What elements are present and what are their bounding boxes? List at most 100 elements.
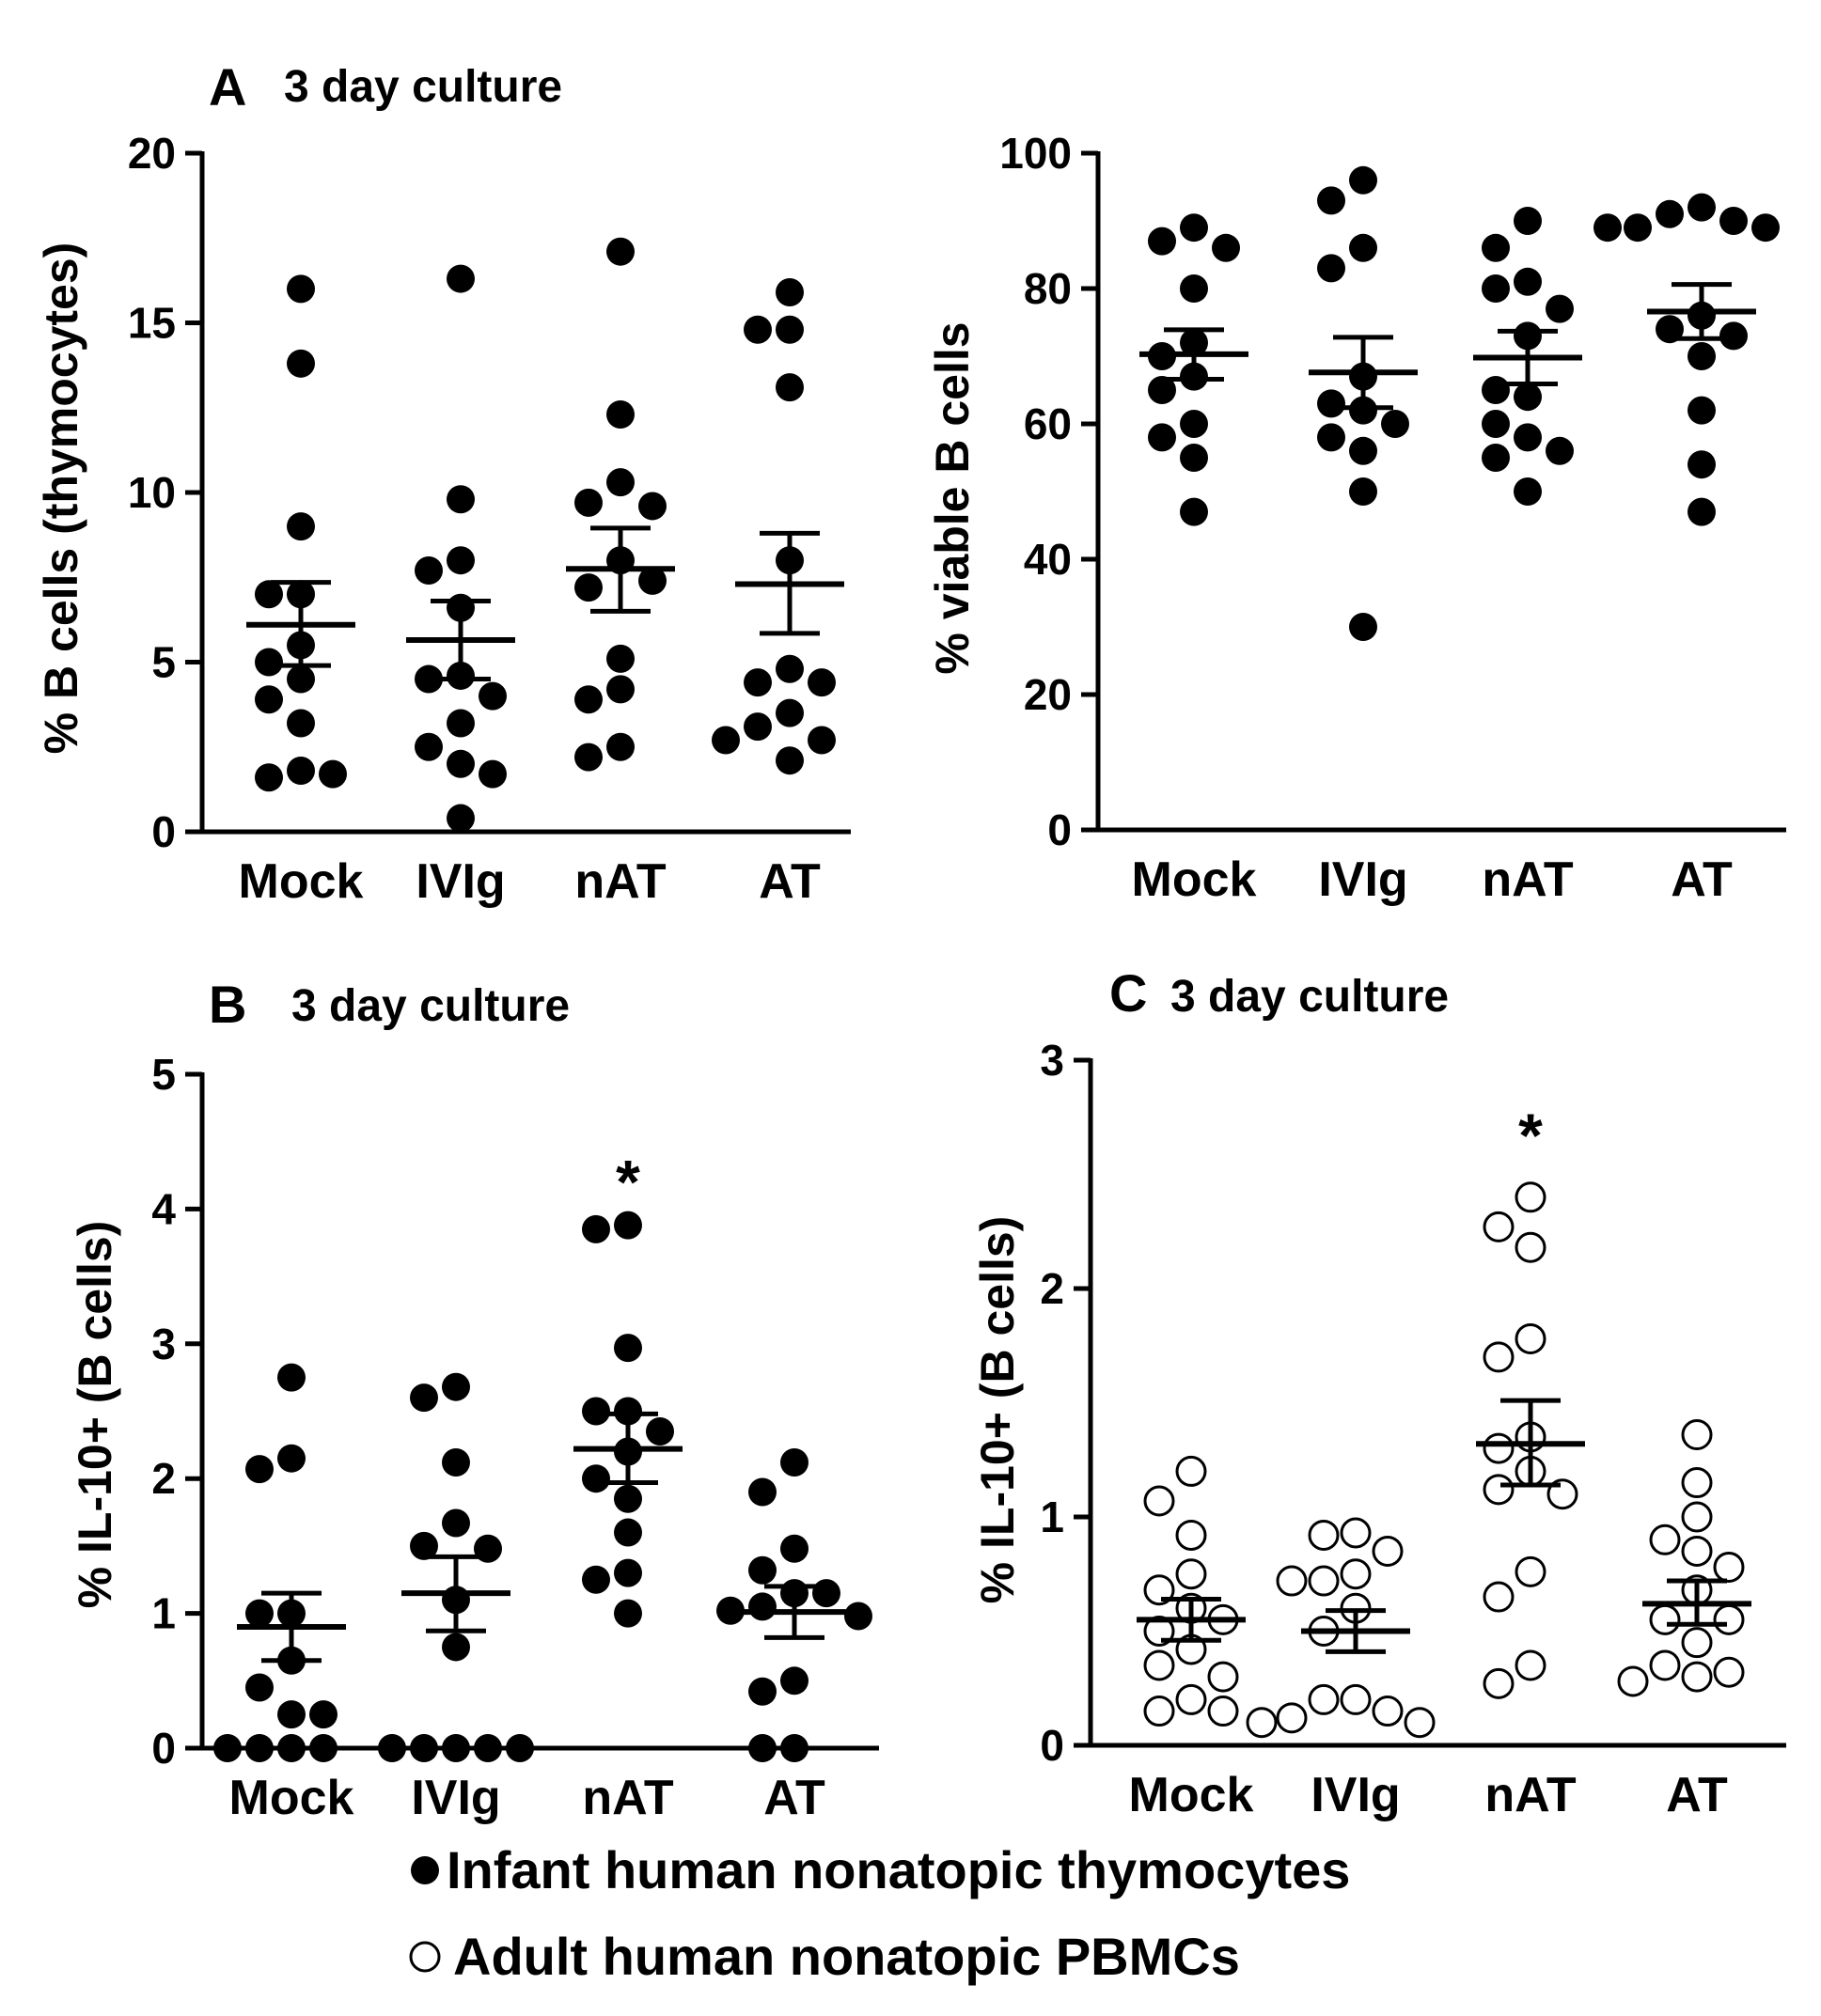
data-point	[1246, 1707, 1278, 1739]
y-tick-label: 0	[1047, 805, 1072, 854]
panel-a-viable: 0 20 40 60 80 100 Mock IVIg nAT AT % viable B cell…	[926, 129, 1786, 907]
data-point	[287, 664, 315, 694]
data-point	[245, 1673, 274, 1702]
data-point	[1656, 315, 1684, 344]
data-point	[1681, 1501, 1713, 1533]
data-point	[213, 1734, 242, 1762]
data-point	[1681, 1535, 1713, 1567]
data-point	[442, 1447, 470, 1477]
y-tick-label: 0	[151, 1724, 176, 1773]
data-point	[844, 1602, 872, 1631]
y-tick-label: 5	[151, 638, 176, 687]
y-tick-label: 40	[1024, 535, 1072, 584]
data-point	[1340, 1517, 1372, 1549]
data-point	[1515, 1322, 1546, 1354]
data-point	[277, 1700, 306, 1729]
data-point	[287, 349, 315, 378]
data-point	[1317, 186, 1345, 215]
x-tick-label: IVIg	[416, 854, 505, 909]
y-tick-label: 80	[1024, 264, 1072, 313]
data-point	[1688, 193, 1716, 222]
x-tick-label: nAT	[1484, 1768, 1576, 1822]
data-point	[1180, 497, 1208, 526]
data-point	[287, 512, 315, 541]
data-point	[1349, 396, 1377, 425]
data-point	[1617, 1665, 1649, 1697]
data-point	[776, 654, 804, 683]
data-point	[1483, 1341, 1515, 1373]
data-point	[780, 1666, 808, 1696]
data-point	[1180, 274, 1208, 303]
y-tick-label: 0	[151, 807, 176, 856]
y-tick-label: 60	[1024, 399, 1072, 448]
data-point	[1681, 1467, 1713, 1499]
panel-title: 3 day culture	[284, 62, 562, 112]
data-point	[1148, 423, 1176, 452]
panel-letter: C	[1109, 963, 1147, 1023]
data-point	[748, 1555, 777, 1585]
x-tick-label: AT	[1666, 1768, 1728, 1822]
data-point	[1143, 1649, 1175, 1681]
x-tick-label: IVIg	[1311, 1768, 1400, 1822]
data-point	[1482, 233, 1510, 262]
legend-label-adult: Adult human nonatopic PBMCs	[453, 1927, 1240, 1986]
y-tick-label: 2	[151, 1454, 176, 1503]
data-point	[1372, 1696, 1404, 1727]
filled-marker-icon	[411, 1856, 439, 1884]
data-point	[748, 1677, 777, 1706]
significance-star: *	[616, 1148, 640, 1217]
data-point	[1349, 165, 1377, 195]
data-point	[1751, 213, 1780, 242]
y-tick-label: 3	[1040, 1036, 1064, 1085]
data-point	[1482, 274, 1510, 303]
x-tick-label: nAT	[1482, 852, 1573, 907]
data-point	[776, 698, 804, 727]
data-point	[447, 709, 475, 738]
panel-title: 3 day culture	[1170, 972, 1449, 1022]
data-point	[245, 1599, 274, 1628]
data-point	[1681, 1661, 1713, 1693]
data-point	[808, 668, 836, 697]
data-point	[1713, 1603, 1745, 1635]
panel-letter: A	[209, 57, 246, 117]
data-point	[1483, 1667, 1515, 1699]
data-point	[255, 763, 283, 792]
data-point	[447, 749, 475, 778]
data-point	[277, 1734, 306, 1762]
data-point	[614, 1518, 642, 1547]
data-point	[1514, 383, 1542, 412]
data-point	[415, 664, 443, 694]
data-point	[614, 1599, 642, 1628]
data-point	[410, 1383, 438, 1413]
data-point	[447, 804, 475, 833]
data-point	[748, 1592, 777, 1621]
data-point	[479, 759, 507, 789]
data-point	[1308, 1565, 1340, 1597]
data-point	[1719, 321, 1748, 351]
data-point	[606, 675, 635, 704]
data-point	[1381, 410, 1409, 438]
data-point	[1515, 1649, 1546, 1681]
data-point	[1349, 436, 1377, 465]
data-point	[1649, 1524, 1681, 1555]
data-point	[1372, 1535, 1404, 1567]
data-point	[1649, 1649, 1681, 1681]
data-point	[1175, 1683, 1207, 1715]
data-point	[474, 1734, 502, 1762]
data-point	[410, 1734, 438, 1762]
y-tick-label: 20	[128, 129, 176, 178]
data-point	[614, 1397, 642, 1426]
data-point	[638, 566, 667, 595]
data-point	[744, 315, 772, 344]
data-point	[1713, 1551, 1745, 1583]
data-point	[1349, 233, 1377, 262]
data-point	[1308, 1519, 1340, 1551]
open-marker-icon	[409, 1941, 441, 1973]
data-point	[776, 746, 804, 775]
data-point	[1688, 396, 1716, 425]
data-point	[1515, 1231, 1546, 1263]
data-point	[582, 1565, 610, 1594]
panel-a-thymocytes: 0 5 10 15 20 Mock IVIg nAT AT % B cells (thymocyt…	[35, 57, 851, 909]
data-point	[1514, 267, 1542, 296]
